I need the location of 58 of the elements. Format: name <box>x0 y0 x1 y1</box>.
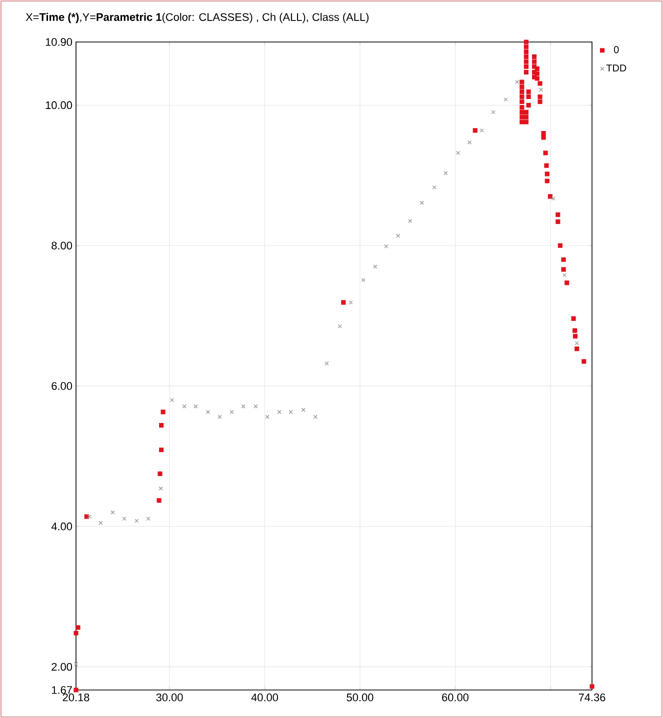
point <box>338 324 342 328</box>
point <box>551 196 556 201</box>
point <box>361 278 366 282</box>
point <box>420 200 424 205</box>
y-tick-label: 10.90 <box>46 38 72 46</box>
point <box>265 414 270 419</box>
point <box>444 171 448 176</box>
point <box>254 404 258 408</box>
legend-label: TDD <box>606 64 626 72</box>
point <box>408 218 412 224</box>
point <box>373 264 378 269</box>
point <box>491 110 496 114</box>
point <box>480 128 484 133</box>
point <box>384 244 388 248</box>
point <box>110 510 115 514</box>
y-tick-label: 2.00 <box>52 662 72 671</box>
x-tick-label: 30.00 <box>156 694 183 702</box>
point <box>348 300 353 305</box>
point <box>98 520 103 525</box>
point <box>241 404 246 408</box>
point <box>324 361 329 366</box>
point <box>432 185 436 190</box>
point <box>313 414 318 419</box>
point <box>194 404 198 408</box>
point <box>504 97 508 102</box>
point <box>515 80 520 84</box>
point <box>158 486 163 491</box>
point <box>206 410 210 414</box>
y-tick-label: 4.00 <box>51 522 72 530</box>
point <box>182 404 186 408</box>
point <box>122 516 126 521</box>
point <box>538 88 544 92</box>
x-tick-label: 74.36 <box>578 694 606 702</box>
point <box>230 410 234 414</box>
point <box>134 518 139 523</box>
y-tick-label: 8.00 <box>52 242 72 250</box>
y-tick-label: 1.67 <box>52 686 72 694</box>
point <box>562 272 567 278</box>
chart-title: X=Time (*),Y=Parametric 1(Color: CLASSES) , Ch (ALL), Class (ALL) <box>26 12 369 24</box>
x-tick-label: 50.00 <box>346 694 374 702</box>
y-tick-label: 10.00 <box>46 101 72 110</box>
point <box>87 514 92 519</box>
point <box>277 410 282 414</box>
x-tick-label: 40.00 <box>251 694 278 702</box>
point <box>170 398 174 402</box>
legend-label: 0 <box>614 46 619 54</box>
point <box>146 516 150 521</box>
point <box>396 234 400 238</box>
point <box>301 408 306 412</box>
x-tick-label: 60.00 <box>442 694 469 702</box>
point <box>456 150 460 155</box>
y-tick-label: 6.00 <box>52 382 72 390</box>
point <box>467 140 472 144</box>
point <box>574 341 579 346</box>
x-tick-label: 20.18 <box>62 694 90 702</box>
point <box>218 414 222 419</box>
point <box>74 662 78 666</box>
point <box>288 410 293 414</box>
